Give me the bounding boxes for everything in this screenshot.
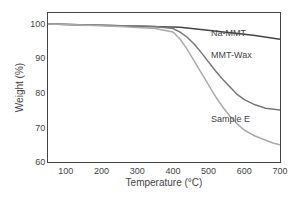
svg-text:60: 60 bbox=[35, 157, 45, 167]
svg-text:600: 600 bbox=[237, 166, 252, 176]
svg-text:Weight (%): Weight (%) bbox=[14, 63, 25, 112]
svg-text:100: 100 bbox=[58, 166, 73, 176]
svg-text:90: 90 bbox=[35, 53, 45, 63]
svg-text:300: 300 bbox=[130, 166, 145, 176]
svg-text:Sample E: Sample E bbox=[211, 114, 250, 124]
svg-text:MMT-Wax: MMT-Wax bbox=[211, 50, 252, 60]
svg-text:500: 500 bbox=[201, 166, 216, 176]
svg-text:Temperature (°C): Temperature (°C) bbox=[126, 177, 203, 188]
svg-text:200: 200 bbox=[94, 166, 109, 176]
svg-text:700: 700 bbox=[272, 166, 287, 176]
svg-text:80: 80 bbox=[35, 88, 45, 98]
svg-text:400: 400 bbox=[165, 166, 180, 176]
svg-text:Na-MMT: Na-MMT bbox=[211, 28, 246, 38]
svg-text:70: 70 bbox=[35, 123, 45, 133]
svg-text:100: 100 bbox=[30, 19, 45, 29]
